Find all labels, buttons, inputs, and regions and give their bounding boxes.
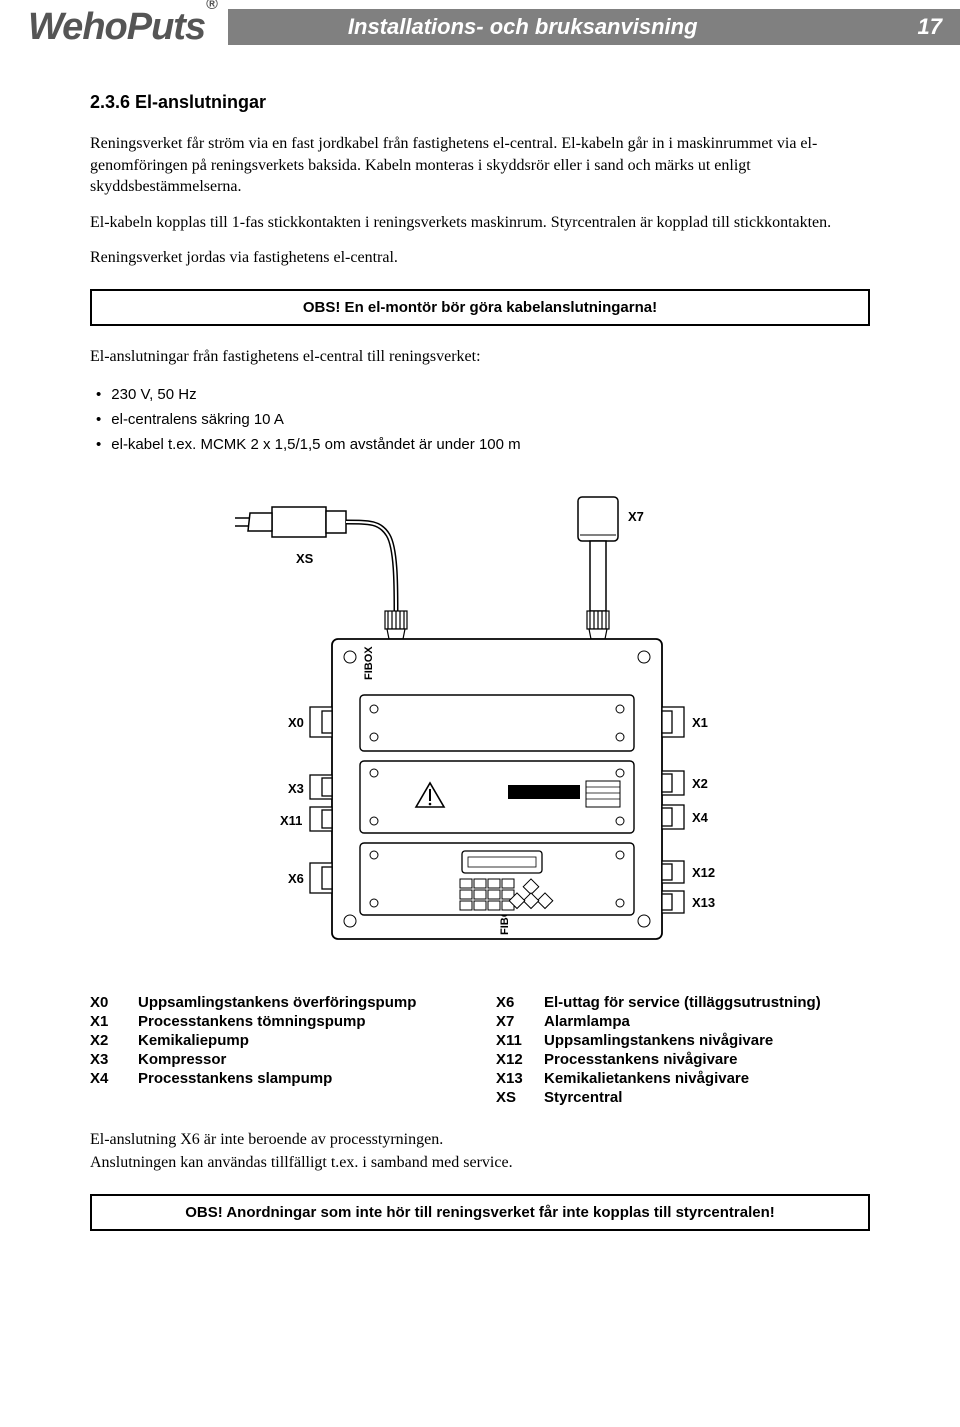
- label-x2: X2: [692, 776, 708, 791]
- x7-lamp-icon: X7: [578, 497, 644, 611]
- legend-col-left: X0Uppsamlingstankens överföringspump X1P…: [90, 993, 464, 1107]
- legend-row: X4Processtankens slampump: [90, 1069, 464, 1088]
- brand-logo: WehoPuts®: [0, 6, 228, 49]
- connector-x11: [310, 807, 332, 831]
- section-heading: 2.3.6 El-anslutningar: [90, 92, 870, 113]
- label-x4: X4: [692, 810, 709, 825]
- bullet-item: el-kabel t.ex. MCMK 2 x 1,5/1,5 om avstå…: [96, 432, 870, 457]
- page-number: 17: [918, 14, 942, 40]
- label-x12: X12: [692, 865, 715, 880]
- connector-x4: [662, 805, 684, 829]
- registered-mark: ®: [206, 0, 217, 13]
- connector-x1: [662, 707, 684, 737]
- label-x7: X7: [628, 509, 644, 524]
- connector-x0: [310, 707, 332, 737]
- label-x3: X3: [288, 781, 304, 796]
- paragraph-5: El-anslutning X6 är inte beroende av pro…: [90, 1129, 870, 1151]
- display-strip: [508, 785, 580, 799]
- connector-x2: [662, 771, 684, 795]
- legend-row: X6El-uttag för service (tilläggsutrustni…: [496, 993, 870, 1012]
- legend-row: X7Alarmlampa: [496, 1012, 870, 1031]
- legend-row: X1Processtankens tömningspump: [90, 1012, 464, 1031]
- notice-box-2: OBS! Anordningar som inte hör till renin…: [90, 1194, 870, 1231]
- legend-row: X2Kemikaliepump: [90, 1031, 464, 1050]
- label-x1: X1: [692, 715, 708, 730]
- header-title: Installations- och bruksanvisning: [348, 14, 698, 40]
- header-bar: Installations- och bruksanvisning 17: [228, 9, 960, 45]
- page-content: 2.3.6 El-anslutningar Reningsverket får …: [0, 54, 960, 1281]
- legend-row: X12Processtankens nivågivare: [496, 1050, 870, 1069]
- legend-row: X13Kemikalietankens nivågivare: [496, 1069, 870, 1088]
- legend-row: X11Uppsamlingstankens nivågivare: [496, 1031, 870, 1050]
- xs-plug-icon: XS: [235, 507, 396, 611]
- legend-row: XSStyrcentral: [496, 1088, 870, 1107]
- diagram-svg: XS X7: [210, 485, 750, 955]
- fibox-label: FIBOX: [363, 645, 375, 679]
- connector-x12: [662, 861, 684, 883]
- label-x0: X0: [288, 715, 304, 730]
- connector-x13: [662, 891, 684, 913]
- connector-x6: [310, 863, 332, 893]
- page-header: WehoPuts® Installations- och bruksanvisn…: [0, 0, 960, 54]
- paragraph-3: Reningsverket jordas via fastighetens el…: [90, 247, 870, 269]
- label-x6: X6: [288, 871, 304, 886]
- wiring-diagram: XS X7: [90, 485, 870, 955]
- legend-row: X3Kompressor: [90, 1050, 464, 1069]
- bullet-list: 230 V, 50 Hz el-centralens säkring 10 A …: [90, 382, 870, 457]
- rating-plate: [586, 781, 620, 807]
- cable-gland-icon: [385, 611, 407, 639]
- paragraph-6: Anslutningen kan användas tillfälligt t.…: [90, 1152, 870, 1174]
- paragraph-4: El-anslutningar från fastighetens el-cen…: [90, 346, 870, 368]
- label-x11: X11: [280, 813, 302, 828]
- bullet-item: 230 V, 50 Hz: [96, 382, 870, 407]
- label-xs: XS: [296, 551, 314, 566]
- connector-x3: [310, 775, 332, 799]
- logo-text: WehoPuts: [28, 6, 205, 48]
- top-panel: [360, 695, 634, 751]
- legend-table: X0Uppsamlingstankens överföringspump X1P…: [90, 993, 870, 1107]
- cable-gland-icon: [587, 611, 609, 639]
- legend-col-right: X6El-uttag för service (tilläggsutrustni…: [496, 993, 870, 1107]
- bullet-item: el-centralens säkring 10 A: [96, 407, 870, 432]
- label-x13: X13: [692, 895, 715, 910]
- paragraph-2: El-kabeln kopplas till 1-fas stickkontak…: [90, 212, 870, 234]
- notice-box-1: OBS! En el-montör bör göra kabelanslutni…: [90, 289, 870, 326]
- legend-row: X0Uppsamlingstankens överföringspump: [90, 993, 464, 1012]
- paragraph-1: Reningsverket får ström via en fast jord…: [90, 133, 870, 198]
